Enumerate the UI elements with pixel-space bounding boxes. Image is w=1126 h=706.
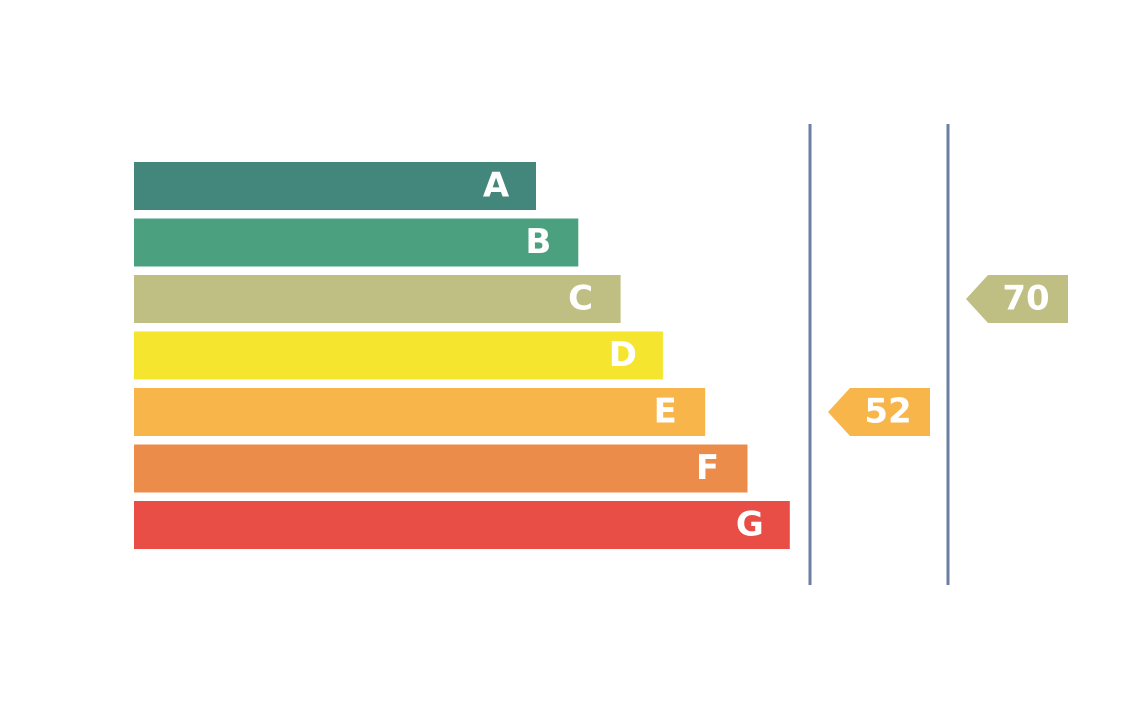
indicator-arrow-1 (828, 388, 930, 436)
indicator-value-2: 70 (1002, 279, 1049, 319)
rating-label-f: F (696, 448, 719, 488)
rating-label-e: E (654, 392, 677, 432)
rating-bar-b (134, 218, 579, 267)
rating-bar-f (134, 444, 748, 493)
indicator-value-1: 52 (864, 392, 911, 432)
rating-bar-e (134, 388, 706, 436)
rating-bar-a (134, 162, 536, 210)
rating-label-c: C (568, 279, 593, 319)
rating-label-b: B (525, 222, 551, 262)
rating-bar-d (134, 331, 663, 380)
indicator-arrow-2 (966, 275, 1068, 323)
rating-label-a: A (483, 166, 510, 206)
rating-label-g: G (736, 505, 764, 545)
rating-bar-g (134, 501, 790, 549)
rating-bar-c (134, 275, 621, 323)
rating-label-d: D (609, 335, 637, 375)
